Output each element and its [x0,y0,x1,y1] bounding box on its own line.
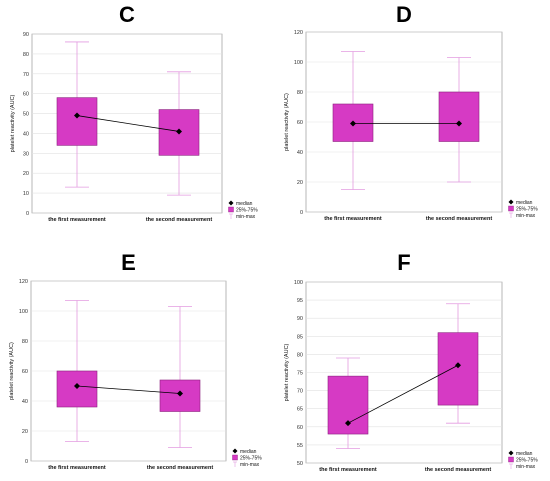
median-marker [74,383,80,389]
median-line [76,115,180,132]
panel-label: E [121,250,136,275]
panel-label: D [396,2,412,27]
y-tick-label: 40 [297,150,303,156]
x-category-label: the first measurement [319,467,377,473]
median-marker [176,128,182,135]
boxplot-chart: 0 20 40 60 80 100 120 platelet reactivity (AUC)… [9,279,262,471]
x-category-label: the second measurement [425,467,491,473]
y-tick-label: 0 [25,459,28,465]
median-line [76,385,181,394]
median-marker [455,362,461,369]
legend-median-swatch [232,448,238,454]
legend-median-swatch [508,199,514,205]
boxplot-chart: 0 20 40 60 80 100 120 platelet reactivity (AUC)… [284,30,538,222]
y-tick-label: 20 [23,171,29,177]
y-tick-label: 80 [22,339,28,345]
legend-box-swatch [508,456,514,463]
y-tick-label: 80 [297,352,303,358]
legend-label: min-max [240,462,260,468]
y-axis-label: platelet reactivity (AUC) [9,342,15,400]
panel-e: E 0 20 40 60 80 100 120 platelet reactivity (AU… [0,248,272,481]
y-tick-label: 120 [19,279,28,285]
median-marker [177,390,183,397]
legend-label: min-max [516,213,536,219]
y-tick-label: 60 [22,369,28,375]
y-axis-label: platelet reactivity (AUC) [284,343,290,401]
y-tick-label: 0 [300,210,303,216]
y-tick-label: 80 [23,52,29,58]
legend-label: median [240,449,257,455]
panel-f: F 50 55 60 65 70 75 80 85 90 95 100 platelet reacti… [278,248,550,481]
y-tick-label: 60 [23,92,29,98]
panel-d: D 0 20 40 60 80 100 120 platelet reactivity (AU… [278,0,550,235]
y-tick-label: 50 [297,461,303,467]
y-axis-label: platelet reactivity (AUC) [10,94,16,152]
y-tick-label: 100 [294,280,303,286]
median-marker [350,120,356,127]
y-tick-label: 40 [22,399,28,405]
y-tick-label: 95 [297,298,303,304]
x-category-label: the second measurement [146,217,212,223]
y-tick-label: 90 [297,316,303,322]
median-marker [345,420,351,427]
legend-label: 25%-75% [236,208,258,214]
x-category-label: the first measurement [48,465,106,471]
y-tick-label: 85 [297,334,303,340]
boxplot-chart: 0 10 20 30 40 50 60 70 80 90 platelet reactivity (… [10,32,258,223]
legend-label: median [516,451,533,457]
legend-label: 25%-75% [240,456,262,462]
legend-box-swatch [232,454,238,461]
median-line [347,364,459,424]
x-category-label: the first measurement [324,216,382,222]
legend-box-swatch [508,205,514,212]
iqr-box [56,97,98,146]
legend-label: min-max [516,464,536,470]
x-category-label: the second measurement [426,216,492,222]
y-tick-label: 50 [23,112,29,118]
y-axis-label: platelet reactivity (AUC) [284,93,290,151]
y-tick-label: 100 [19,309,28,315]
y-tick-label: 65 [297,407,303,413]
legend-label: min-max [236,214,256,220]
y-tick-label: 20 [22,429,28,435]
y-tick-label: 75 [297,371,303,377]
y-tick-label: 10 [23,191,29,197]
boxplot-chart: 50 55 60 65 70 75 80 85 90 95 100 platelet reactivi… [284,280,538,473]
y-tick-label: 60 [297,120,303,126]
y-tick-label: 55 [297,443,303,449]
median-marker [74,112,80,119]
panel-label: F [397,250,411,275]
panel-c: C 0 10 20 30 40 50 60 70 80 90 platelet reactivity… [0,0,272,235]
legend-median-swatch [228,200,234,206]
y-tick-label: 0 [26,211,29,217]
legend-label: 25%-75% [516,458,538,464]
iqr-box [437,332,479,406]
legend-box-swatch [228,206,234,213]
y-tick-label: 60 [297,425,303,431]
x-category-label: the second measurement [147,465,213,471]
y-tick-label: 30 [23,151,29,157]
legend-label: median [236,201,253,207]
panel-label: C [119,2,135,27]
y-tick-label: 100 [294,60,303,66]
median-marker [456,120,462,127]
y-tick-label: 40 [23,131,29,137]
legend-median-swatch [508,450,514,456]
y-tick-label: 80 [297,90,303,96]
iqr-box [438,91,480,142]
y-tick-label: 70 [23,72,29,78]
y-tick-label: 70 [297,389,303,395]
legend-label: 25%-75% [516,207,538,213]
y-tick-label: 20 [297,180,303,186]
x-category-label: the first measurement [48,217,106,223]
y-tick-label: 120 [294,30,303,36]
legend-label: median [516,200,533,206]
y-tick-label: 90 [23,32,29,38]
